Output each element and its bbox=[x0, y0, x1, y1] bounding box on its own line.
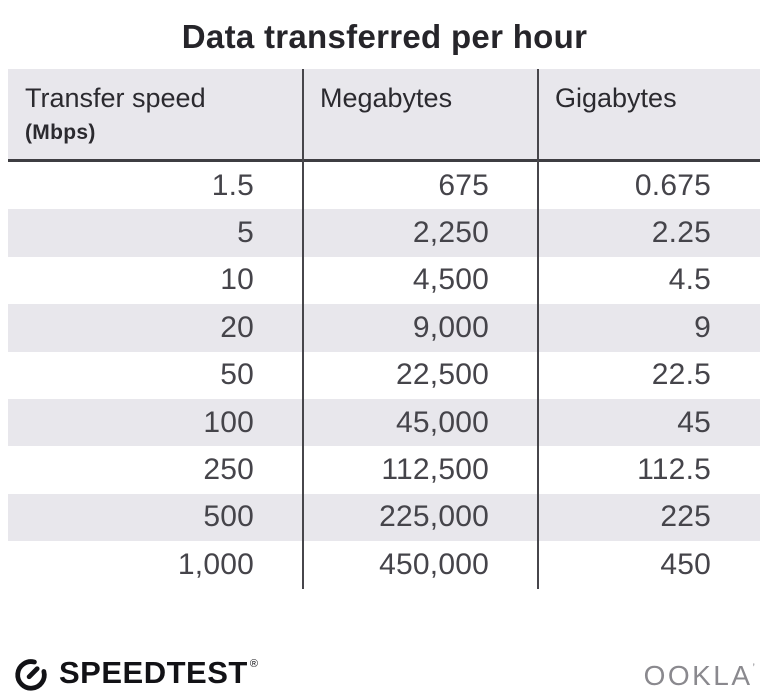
table-row: 1,000 450,000 450 bbox=[8, 541, 760, 588]
data-table: Transfer speed (Mbps) Megabytes Gigabyte… bbox=[8, 69, 760, 589]
table-row: 50 22,500 22.5 bbox=[8, 352, 760, 399]
ookla-logo: OOKLA ’ bbox=[644, 660, 755, 692]
column-divider-2 bbox=[537, 69, 539, 589]
table-header-row: Transfer speed (Mbps) Megabytes Gigabyte… bbox=[8, 69, 760, 162]
table-cell-speed: 10 bbox=[220, 263, 254, 297]
table-row: 250 112,500 112.5 bbox=[8, 446, 760, 493]
column-header-gigabytes: Gigabytes bbox=[538, 69, 760, 159]
table-cell-gigabytes: 225 bbox=[660, 500, 711, 534]
table-cell-speed: 50 bbox=[220, 358, 254, 392]
ookla-wordmark: OOKLA bbox=[643, 660, 753, 691]
gauge-icon bbox=[12, 654, 50, 692]
column-header-megabytes: Megabytes bbox=[303, 69, 538, 159]
table-cell-gigabytes: 22.5 bbox=[651, 358, 711, 392]
table-row: 500 225,000 225 bbox=[8, 493, 760, 542]
table-cell-megabytes: 225,000 bbox=[379, 500, 489, 534]
table-cell-megabytes: 22,500 bbox=[396, 358, 489, 392]
column-divider-1 bbox=[302, 69, 304, 589]
column-header-label: Gigabytes bbox=[555, 83, 677, 113]
table-cell-speed: 500 bbox=[203, 500, 254, 534]
speedtest-trademark: ® bbox=[249, 658, 258, 670]
speedtest-logo: SPEEDTEST ® bbox=[12, 654, 258, 692]
table-cell-megabytes: 4,500 bbox=[412, 263, 489, 297]
table-cell-megabytes: 9,000 bbox=[412, 310, 489, 344]
column-header-label: Megabytes bbox=[320, 83, 453, 113]
table-row: 1.5 675 0.675 bbox=[8, 162, 760, 209]
table-row: 5 2,250 2.25 bbox=[8, 209, 760, 257]
table-cell-megabytes: 675 bbox=[438, 168, 489, 202]
table-cell-gigabytes: 450 bbox=[660, 547, 711, 581]
column-header-label: Transfer speed bbox=[25, 83, 206, 113]
speedtest-wordmark: SPEEDTEST bbox=[59, 655, 248, 690]
ookla-trademark: ’ bbox=[752, 662, 755, 674]
table-cell-speed: 100 bbox=[203, 405, 254, 439]
table-cell-megabytes: 45,000 bbox=[396, 405, 489, 439]
table-cell-megabytes: 2,250 bbox=[412, 216, 489, 250]
table-cell-speed: 250 bbox=[203, 453, 254, 487]
page-title: Data transferred per hour bbox=[181, 18, 588, 55]
table-cell-gigabytes: 4.5 bbox=[668, 263, 711, 297]
table-cell-gigabytes: 2.25 bbox=[651, 216, 711, 250]
table-row: 100 45,000 45 bbox=[8, 398, 760, 447]
table-cell-speed: 1.5 bbox=[211, 168, 254, 202]
table-row: 20 9,000 9 bbox=[8, 304, 760, 352]
column-header-transfer-speed: Transfer speed (Mbps) bbox=[8, 69, 303, 159]
table-cell-gigabytes: 9 bbox=[694, 310, 711, 344]
table-cell-speed: 1,000 bbox=[177, 547, 254, 581]
table-cell-gigabytes: 45 bbox=[677, 405, 711, 439]
table-cell-gigabytes: 112.5 bbox=[637, 453, 711, 487]
table-cell-megabytes: 112,500 bbox=[381, 453, 489, 487]
table-body: 1.5 675 0.675 5 2,250 2.25 10 4,500 4.5 … bbox=[8, 162, 760, 589]
table-cell-speed: 20 bbox=[220, 310, 254, 344]
column-header-unit: (Mbps) bbox=[25, 121, 96, 145]
table-cell-gigabytes: 0.675 bbox=[634, 168, 711, 202]
table-cell-speed: 5 bbox=[237, 216, 254, 250]
table-cell-megabytes: 450,000 bbox=[379, 547, 489, 581]
table-row: 10 4,500 4.5 bbox=[8, 257, 760, 304]
